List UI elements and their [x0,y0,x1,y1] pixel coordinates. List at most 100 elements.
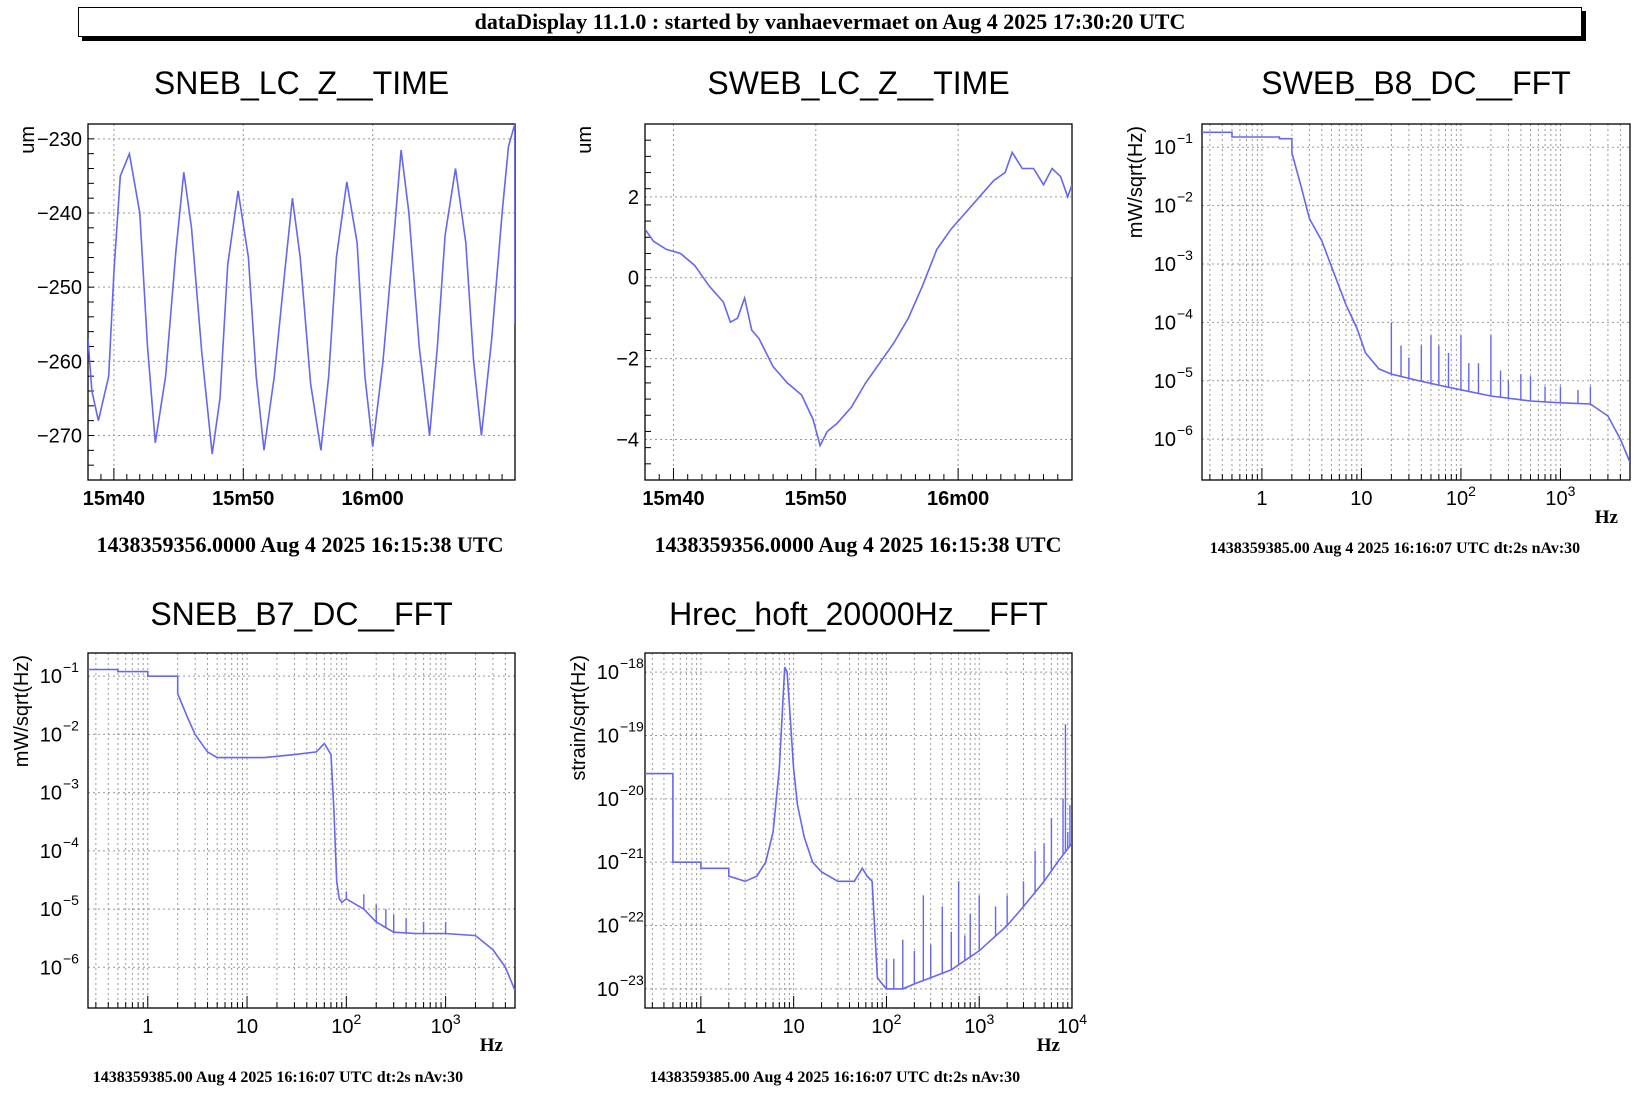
y-tick-label: 10 [597,916,619,938]
x-tick-label: 102 [331,1011,361,1038]
series-line [645,666,1072,990]
plot-title: SNEB_LC_Z__TIME [154,65,449,101]
y-tick-exponent: −23 [620,972,644,988]
y-tick-label: −4 [616,430,639,452]
y-tick-exponent: −19 [620,718,644,734]
y-tick-label: 10 [40,783,62,805]
plot-p1: SNEB_LC_Z__TIME 15m40 15m50 16m00 −230 −240 −2… [17,65,516,557]
y-tick-label: 10 [597,789,619,811]
axis-ticks [651,996,1069,1008]
x-axis-unit: Hz [1595,507,1619,528]
plot-timestamp: 1438359356.0000 Aug 4 2025 16:15:38 UTC [654,532,1061,557]
series-line [645,150,1072,448]
y-tick-exponent: −18 [620,655,644,671]
x-tick-label: 10 [783,1016,805,1038]
y-tick-exponent: −20 [620,782,644,798]
y-tick-label: 10 [1154,312,1176,334]
y-tick-exponent: −6 [63,950,79,966]
series-line [88,668,515,991]
plot-timestamp: 1438359385.00 Aug 4 2025 16:16:07 UTC dt… [93,1069,463,1086]
plot-frame [644,123,1073,481]
plot-grid [645,653,1072,1008]
y-tick-label: −260 [37,351,82,373]
x-tick-label: 103 [431,1011,461,1038]
x-tick-label: 16m00 [342,488,404,510]
plot-grid [88,653,515,1008]
x-tick-label: 1 [1256,488,1267,510]
plot-grid [88,124,515,480]
y-tick-exponent: −4 [1177,305,1193,321]
y-tick-exponent: −3 [1177,247,1193,263]
x-tick-label: 10 [1350,488,1372,510]
y-tick-label: 10 [1154,137,1176,159]
x-tick-label: 10 [236,1016,258,1038]
axis-ticks [644,123,1073,481]
axis-ticks [1209,468,1621,480]
axis-ticks [95,996,506,1008]
y-tick-label: −240 [37,203,82,225]
y-axis-label: mW/sqrt(Hz) [1125,126,1147,238]
y-tick-exponent: −1 [63,659,79,675]
y-tick-exponent: −1 [1177,130,1193,146]
y-tick-exponent: −5 [63,892,79,908]
x-axis-unit: Hz [480,1035,504,1056]
y-tick-label: 2 [628,187,639,209]
plot-title: SWEB_B8_DC__FFT [1261,65,1570,101]
y-tick-label: −230 [37,129,82,151]
y-axis-label: strain/sqrt(Hz) [568,655,590,781]
plot-timestamp: 1438359356.0000 Aug 4 2025 16:15:38 UTC [96,532,503,557]
y-tick-label: −250 [37,277,82,299]
x-tick-label: 102 [1446,483,1476,510]
axis-ticks [87,123,516,481]
plot-title: SWEB_LC_Z__TIME [707,65,1009,101]
y-tick-label: 10 [1154,371,1176,393]
x-tick-label: 103 [964,1011,994,1038]
y-tick-label: −270 [37,426,82,448]
plot-title: Hrec_hoft_20000Hz__FFT [669,596,1048,632]
y-tick-exponent: −5 [1177,364,1193,380]
y-tick-exponent: −2 [63,717,79,733]
plot-grid [1202,124,1630,480]
x-axis-unit: Hz [1037,1035,1061,1056]
y-tick-label: 10 [40,724,62,746]
y-tick-exponent: −3 [63,776,79,792]
y-tick-label: 10 [597,979,619,1001]
x-tick-label: 15m50 [785,488,847,510]
y-tick-label: 10 [40,957,62,979]
x-tick-label: 104 [1057,1011,1087,1038]
series-line [1202,131,1630,463]
x-tick-label: 15m50 [212,488,274,510]
y-tick-label: 10 [597,662,619,684]
y-tick-label: 0 [628,268,639,290]
y-tick-label: 10 [597,725,619,747]
y-tick-label: −2 [616,349,639,371]
y-axis-label: um [17,126,39,154]
series-line [88,124,515,455]
y-tick-exponent: −4 [63,834,79,850]
y-axis-label: mW/sqrt(Hz) [11,655,33,767]
y-tick-label: 10 [597,852,619,874]
plot-timestamp: 1438359385.00 Aug 4 2025 16:16:07 UTC dt… [1210,540,1580,557]
x-tick-label: 1 [142,1016,153,1038]
plot-frame [87,652,516,1009]
app-title-bar: dataDisplay 11.1.0 : started by vanhaeve… [78,7,1582,37]
y-tick-exponent: −21 [620,845,644,861]
x-tick-label: 15m40 [642,488,704,510]
y-tick-label: 10 [1154,196,1176,218]
y-tick-exponent: −2 [1177,189,1193,205]
y-tick-label: 10 [1154,254,1176,276]
plot-frame [87,123,516,481]
plot-frame [1201,123,1631,481]
x-tick-label: 1 [695,1016,706,1038]
y-tick-exponent: −22 [620,909,644,925]
plot-title: SNEB_B7_DC__FFT [150,596,452,632]
x-tick-label: 16m00 [927,488,989,510]
plot-grid [645,124,1072,480]
y-tick-label: 10 [40,666,62,688]
y-tick-exponent: −6 [1177,422,1193,438]
y-tick-label: 10 [40,899,62,921]
